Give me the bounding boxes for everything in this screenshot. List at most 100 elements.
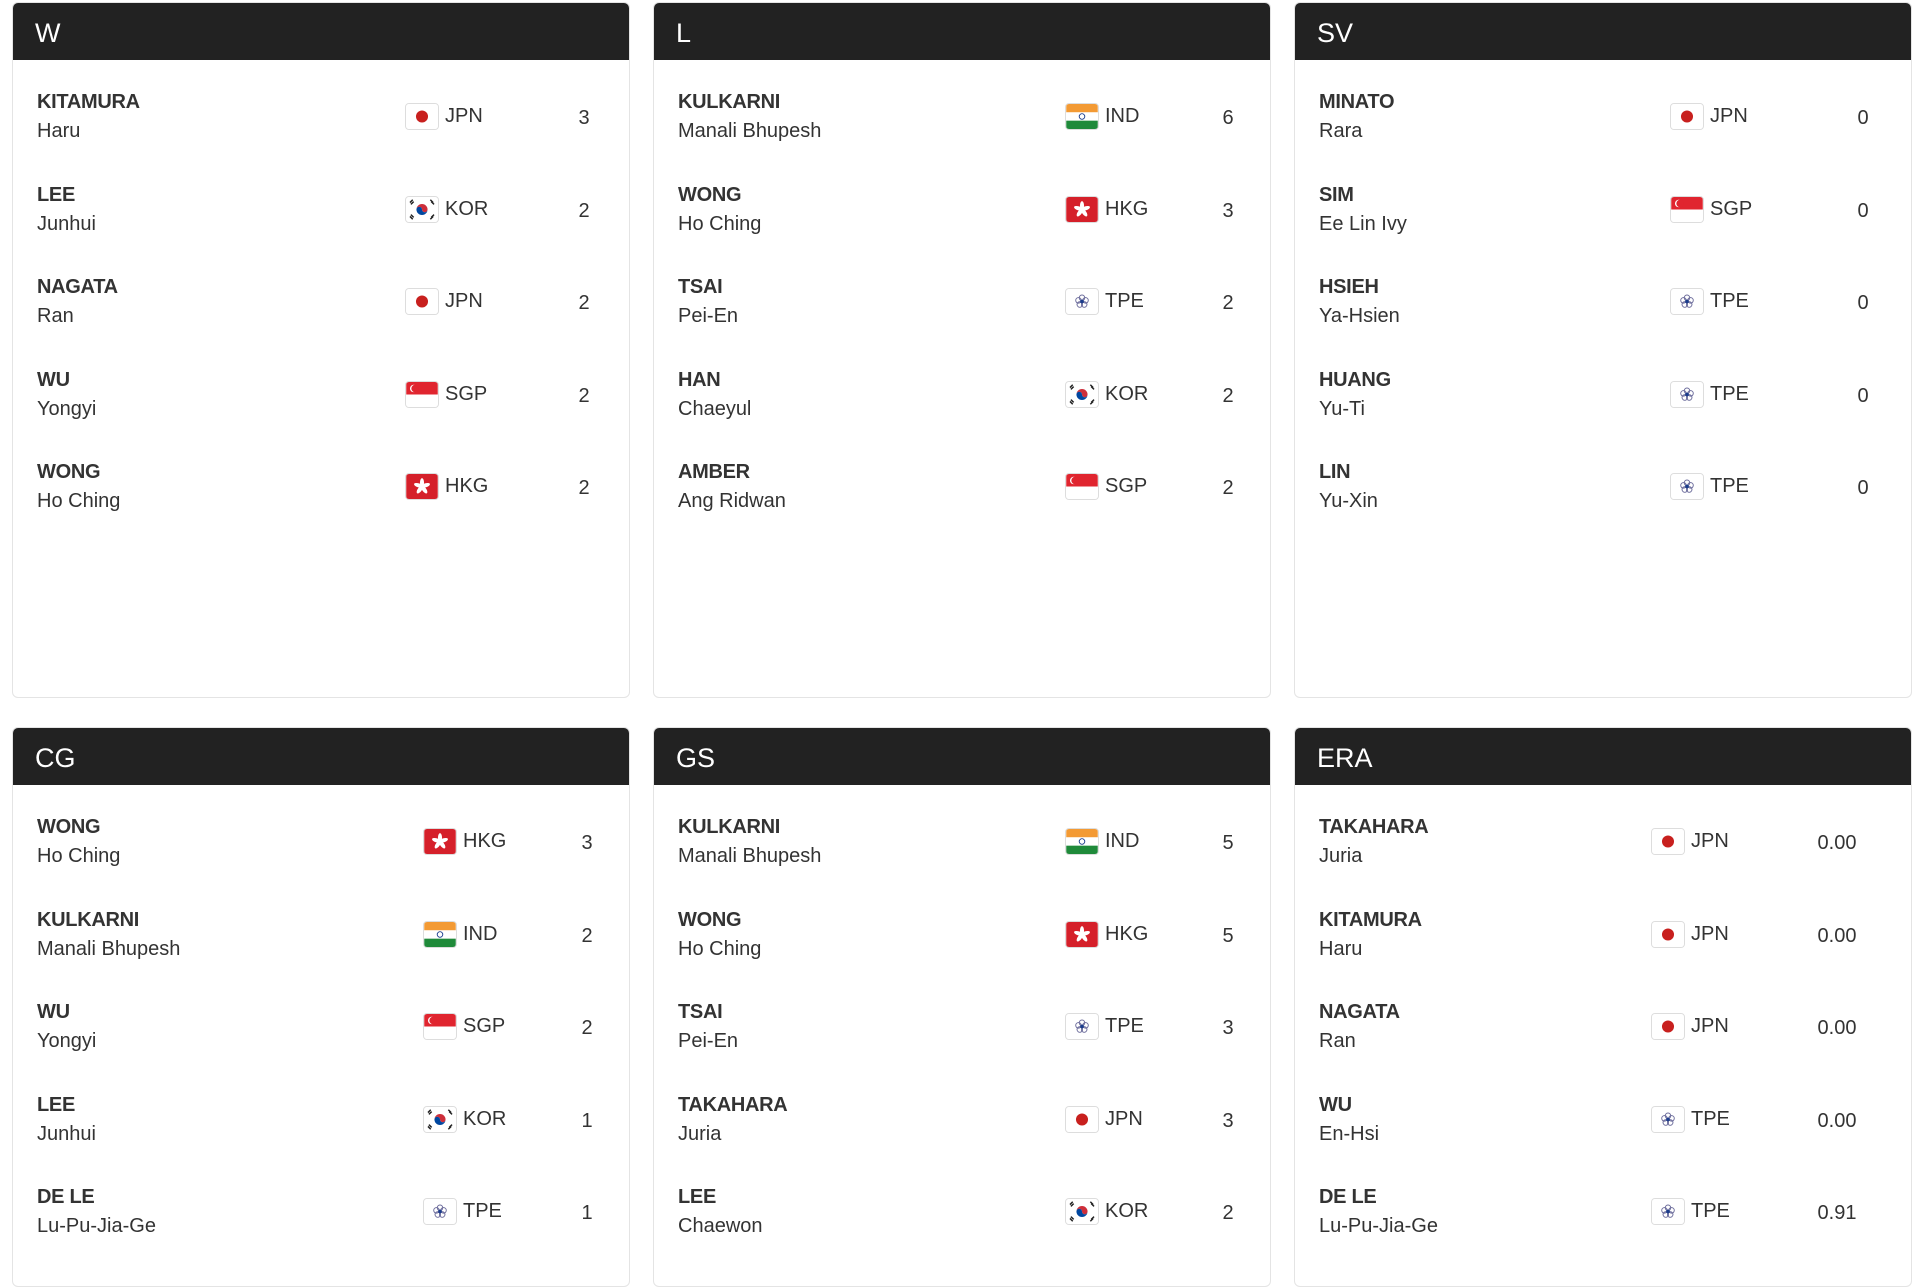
player-first-name: Manali Bhupesh xyxy=(37,937,181,960)
player-first-name: Junhui xyxy=(37,212,96,235)
player-country: TPE xyxy=(423,1198,502,1225)
list-item[interactable]: HAN Chaeyul KOR 2 xyxy=(654,369,1270,462)
player-surname: KULKARNI xyxy=(678,816,781,838)
player-country: TPE xyxy=(1670,473,1749,500)
stat-value: 0.91 xyxy=(1817,1202,1857,1224)
player-first-name: Ho Ching xyxy=(37,490,121,512)
list-item[interactable]: LEE Junhui KOR 2 xyxy=(13,184,629,277)
list-item[interactable]: KITAMURA Haru JPN 0.00 xyxy=(1295,909,1911,1002)
country-code: SGP xyxy=(1710,197,1753,220)
player-surname: DE LE xyxy=(37,1186,95,1208)
list-item[interactable]: SIM Ee Lin Ivy SGP 0 xyxy=(1295,184,1911,277)
singapore-flag-icon xyxy=(1065,473,1099,500)
stat-value: 2 xyxy=(1222,292,1234,314)
player-surname: HAN xyxy=(678,368,721,391)
leader-panel-w: W KITAMURA Haru JPN 3 LEE Junhui KOR 2 N… xyxy=(12,2,630,698)
hong-kong-flag-icon xyxy=(1065,195,1099,223)
stat-value: 3 xyxy=(1222,1109,1234,1132)
list-item[interactable]: WU Yongyi SGP 2 xyxy=(13,369,629,462)
player-country: JPN xyxy=(405,288,483,315)
leader-list: KULKARNI Manali Bhupesh IND 5 WONG Ho Ch… xyxy=(654,785,1270,1279)
list-item[interactable]: KITAMURA Haru JPN 3 xyxy=(13,91,629,184)
list-item[interactable]: LEE Junhui KOR 1 xyxy=(13,1094,629,1187)
korea-flag-icon xyxy=(423,1105,457,1133)
chinese-taipei-flag-icon xyxy=(1065,1013,1099,1040)
player-country: IND xyxy=(423,920,497,948)
list-item[interactable]: WONG Ho Ching HKG 2 xyxy=(13,461,629,554)
country-code: HKG xyxy=(1105,197,1149,220)
player-country: TPE xyxy=(1651,1198,1730,1225)
player-country: KOR xyxy=(423,1105,506,1133)
player-surname: TAKAHARA xyxy=(678,1093,788,1116)
list-item[interactable]: HUANG Yu-Ti TPE 0 xyxy=(1295,369,1911,462)
list-item[interactable]: WU Yongyi SGP 2 xyxy=(13,1001,629,1094)
list-item[interactable]: TAKAHARA Juria JPN 3 xyxy=(654,1094,1270,1187)
leader-list: KULKARNI Manali Bhupesh IND 6 WONG Ho Ch… xyxy=(654,60,1270,554)
player-first-name: Ho Ching xyxy=(678,937,762,960)
player-first-name: Junhui xyxy=(37,1122,96,1145)
list-item[interactable]: WU En-Hsi TPE 0.00 xyxy=(1295,1094,1911,1187)
india-flag-icon xyxy=(1065,103,1099,130)
stat-value: 2 xyxy=(578,384,590,407)
list-item[interactable]: LEE Chaewon KOR 2 xyxy=(654,1186,1270,1279)
player-first-name: Yu-Xin xyxy=(1319,490,1378,512)
player-country: HKG xyxy=(1065,195,1149,223)
stat-value: 2 xyxy=(581,924,593,947)
korea-flag-icon xyxy=(1065,1198,1099,1225)
country-code: TPE xyxy=(1105,1015,1144,1037)
player-surname: NAGATA xyxy=(37,276,118,298)
list-item[interactable]: WONG Ho Ching HKG 5 xyxy=(654,909,1270,1002)
player-first-name: Yongyi xyxy=(37,397,97,420)
list-item[interactable]: AMBER Ang Ridwan SGP 2 xyxy=(654,461,1270,554)
player-first-name: Lu-Pu-Jia-Ge xyxy=(1319,1215,1438,1237)
stat-value: 2 xyxy=(578,292,590,314)
stat-value: 2 xyxy=(1222,1202,1234,1224)
list-item[interactable]: KULKARNI Manali Bhupesh IND 6 xyxy=(654,91,1270,184)
player-country: TPE xyxy=(1065,1013,1144,1040)
list-item[interactable]: KULKARNI Manali Bhupesh IND 2 xyxy=(13,909,629,1002)
stat-value: 2 xyxy=(578,199,590,222)
player-country: JPN xyxy=(405,103,483,130)
player-first-name: Ho Ching xyxy=(37,845,121,867)
list-item[interactable]: DE LE Lu-Pu-Jia-Ge TPE 0.91 xyxy=(1295,1186,1911,1279)
player-country: SGP xyxy=(1065,473,1147,500)
list-item[interactable]: LIN Yu-Xin TPE 0 xyxy=(1295,461,1911,554)
list-item[interactable]: WONG Ho Ching HKG 3 xyxy=(13,816,629,909)
player-country: JPN xyxy=(1670,103,1748,130)
list-item[interactable]: TAKAHARA Juria JPN 0.00 xyxy=(1295,816,1911,909)
list-item[interactable]: DE LE Lu-Pu-Jia-Ge TPE 1 xyxy=(13,1186,629,1279)
country-code: IND xyxy=(1105,830,1140,852)
stat-value: 0 xyxy=(1857,107,1869,129)
player-surname: KULKARNI xyxy=(37,908,140,931)
leader-list: MINATO Rara JPN 0 SIM Ee Lin Ivy SGP 0 H… xyxy=(1295,60,1911,554)
player-country: IND xyxy=(1065,103,1139,130)
player-surname: WU xyxy=(37,1001,70,1023)
player-surname: TAKAHARA xyxy=(1319,816,1429,838)
player-first-name: Pei-En xyxy=(678,305,739,327)
player-surname: TSAI xyxy=(678,1001,723,1023)
singapore-flag-icon xyxy=(423,1013,457,1040)
hong-kong-flag-icon xyxy=(1065,920,1099,948)
list-item[interactable]: KULKARNI Manali Bhupesh IND 5 xyxy=(654,816,1270,909)
player-surname: WONG xyxy=(37,816,101,838)
player-surname: LIN xyxy=(1319,461,1351,483)
player-first-name: En-Hsi xyxy=(1319,1122,1380,1145)
country-code: KOR xyxy=(1105,1200,1149,1222)
country-code: JPN xyxy=(1691,830,1729,852)
player-country: JPN xyxy=(1651,828,1729,855)
player-surname: SIM xyxy=(1319,183,1354,206)
list-item[interactable]: MINATO Rara JPN 0 xyxy=(1295,91,1911,184)
player-surname: LEE xyxy=(37,183,75,206)
player-country: TPE xyxy=(1670,380,1749,408)
panel-title: SV xyxy=(1295,3,1911,60)
list-item[interactable]: NAGATA Ran JPN 0.00 xyxy=(1295,1001,1911,1094)
stat-value: 0.00 xyxy=(1817,924,1857,947)
list-item[interactable]: NAGATA Ran JPN 2 xyxy=(13,276,629,369)
list-item[interactable]: WONG Ho Ching HKG 3 xyxy=(654,184,1270,277)
list-item[interactable]: TSAI Pei-En TPE 2 xyxy=(654,276,1270,369)
list-item[interactable]: TSAI Pei-En TPE 3 xyxy=(654,1001,1270,1094)
player-country: TPE xyxy=(1670,288,1749,315)
player-surname: WU xyxy=(1319,1093,1352,1116)
list-item[interactable]: HSIEH Ya-Hsien TPE 0 xyxy=(1295,276,1911,369)
player-country: TPE xyxy=(1065,288,1144,315)
